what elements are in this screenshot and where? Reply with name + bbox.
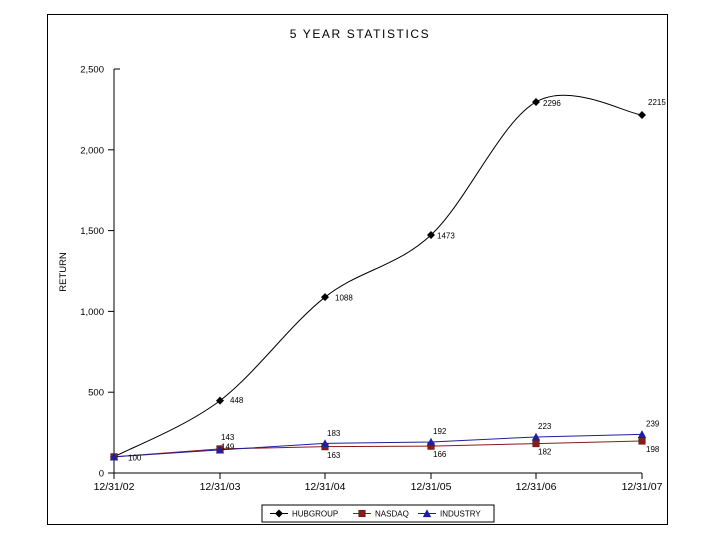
svg-text:166: 166	[433, 450, 447, 459]
svg-text:100: 100	[128, 453, 142, 462]
svg-text:0: 0	[99, 469, 104, 480]
svg-text:192: 192	[433, 427, 447, 436]
svg-text:HUBGROUP: HUBGROUP	[292, 510, 338, 519]
svg-text:2215: 2215	[648, 98, 666, 107]
svg-text:2296: 2296	[543, 99, 561, 108]
svg-text:12/31/04: 12/31/04	[305, 481, 346, 493]
svg-text:1473: 1473	[437, 232, 455, 241]
svg-text:NASDAQ: NASDAQ	[375, 510, 409, 519]
svg-text:2,000: 2,000	[80, 145, 104, 156]
svg-text:1,500: 1,500	[80, 226, 104, 237]
svg-text:12/31/06: 12/31/06	[516, 481, 557, 493]
svg-text:182: 182	[538, 448, 552, 457]
svg-text:12/31/03: 12/31/03	[200, 481, 241, 493]
svg-text:2,500: 2,500	[80, 65, 104, 76]
svg-text:1,000: 1,000	[80, 307, 104, 318]
svg-text:500: 500	[88, 388, 104, 399]
svg-text:12/31/02: 12/31/02	[94, 481, 135, 493]
svg-text:198: 198	[646, 445, 660, 454]
svg-text:12/31/05: 12/31/05	[411, 481, 452, 493]
svg-text:143: 143	[221, 433, 235, 442]
svg-text:183: 183	[327, 429, 341, 438]
svg-text:239: 239	[646, 419, 660, 428]
svg-text:RETURN: RETURN	[58, 252, 69, 292]
svg-text:INDUSTRY: INDUSTRY	[440, 510, 481, 519]
svg-text:149: 149	[221, 442, 235, 451]
svg-text:12/31/07: 12/31/07	[622, 481, 663, 493]
svg-text:163: 163	[327, 451, 341, 460]
svg-text:448: 448	[230, 396, 244, 405]
svg-text:1088: 1088	[335, 294, 353, 303]
svg-text:223: 223	[538, 422, 552, 431]
